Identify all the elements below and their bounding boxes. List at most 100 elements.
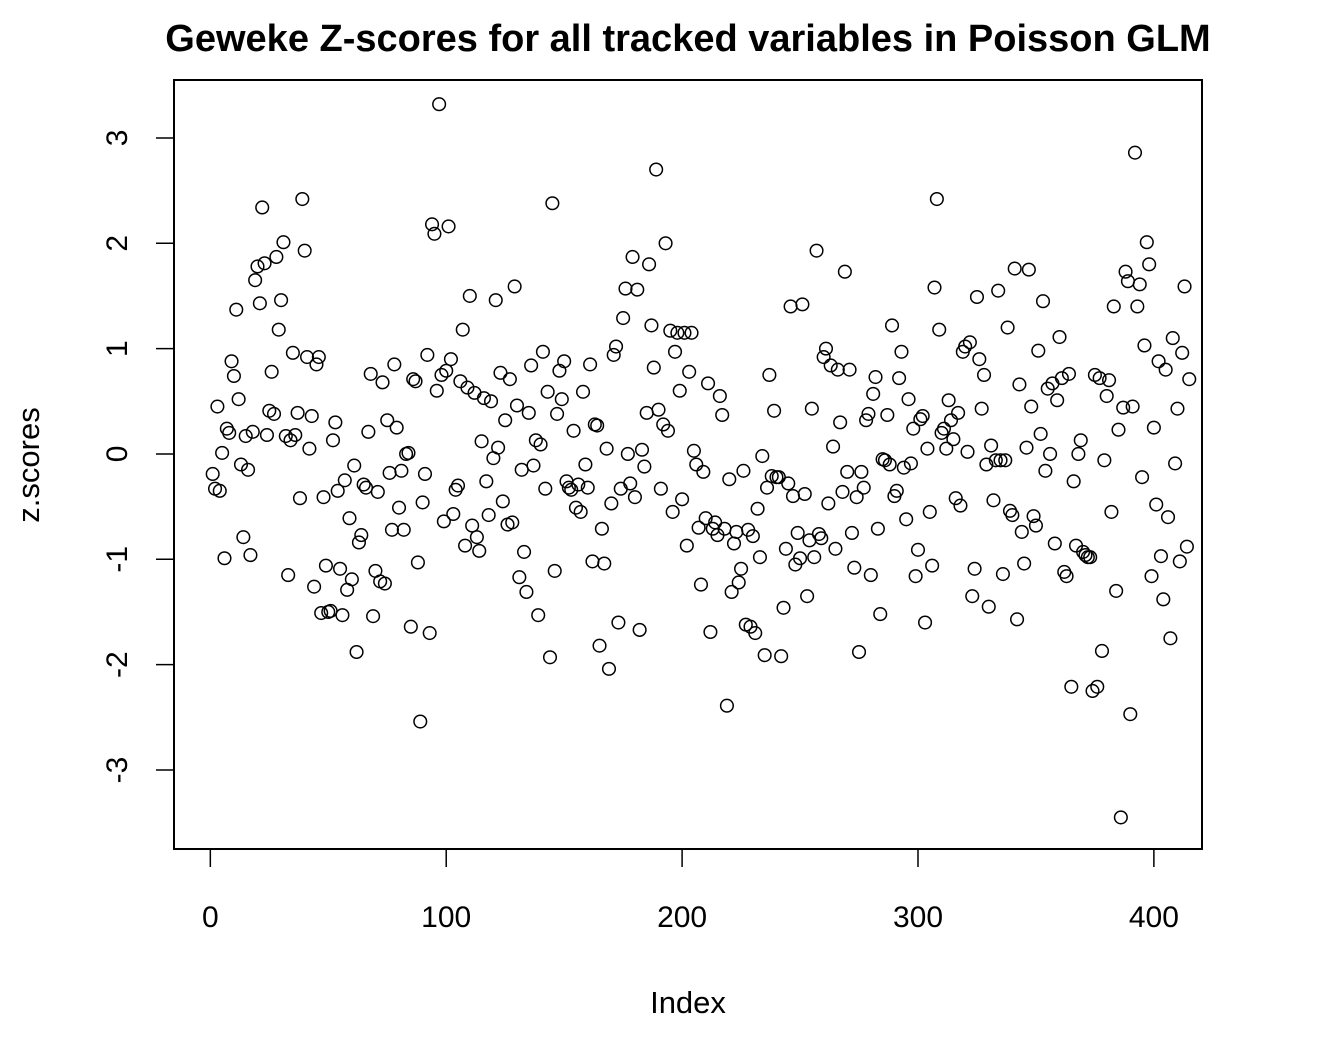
data-point xyxy=(918,615,933,630)
data-point xyxy=(936,421,951,436)
data-point xyxy=(476,391,492,406)
data-point xyxy=(903,456,918,471)
data-point xyxy=(896,460,911,475)
data-point xyxy=(545,196,560,211)
data-point xyxy=(840,464,855,479)
data-point xyxy=(215,445,230,460)
data-points xyxy=(205,97,1197,825)
data-point xyxy=(868,370,883,385)
data-point xyxy=(233,457,249,472)
data-point xyxy=(1113,810,1128,825)
data-point xyxy=(580,480,595,495)
data-point xyxy=(380,413,395,428)
data-point xyxy=(745,529,760,544)
data-point xyxy=(1031,343,1046,358)
data-point xyxy=(932,322,947,337)
data-point xyxy=(908,569,923,584)
data-point xyxy=(517,544,532,559)
data-point xyxy=(519,584,534,600)
data-point xyxy=(634,442,650,457)
data-point xyxy=(443,352,458,367)
data-point xyxy=(210,399,225,414)
data-point xyxy=(540,384,555,399)
data-point xyxy=(474,434,489,449)
data-point xyxy=(609,339,624,354)
data-point xyxy=(403,619,418,634)
data-point xyxy=(288,427,303,443)
data-point xyxy=(821,496,836,511)
data-point xyxy=(632,622,647,637)
data-point xyxy=(922,504,937,519)
data-point xyxy=(528,433,543,448)
data-point xyxy=(205,466,220,482)
data-point xyxy=(575,384,591,399)
data-point xyxy=(748,625,763,641)
data-point xyxy=(613,481,628,496)
data-point xyxy=(958,339,973,354)
data-point xyxy=(642,257,657,272)
data-point xyxy=(316,490,331,505)
data-point xyxy=(571,477,586,492)
data-point xyxy=(479,474,494,489)
data-point xyxy=(660,423,675,438)
data-point xyxy=(972,352,987,367)
data-point xyxy=(665,504,680,519)
data-point xyxy=(1064,679,1079,694)
data-point xyxy=(252,296,267,311)
data-point xyxy=(502,372,517,387)
data-point xyxy=(436,514,451,529)
data-point xyxy=(387,357,402,372)
data-point xyxy=(512,570,527,585)
data-point xyxy=(1094,643,1110,659)
data-point xyxy=(514,462,529,477)
x-axis-label: Index xyxy=(650,985,726,1020)
data-point xyxy=(1142,257,1157,272)
data-point xyxy=(1061,366,1077,381)
data-point xyxy=(1005,508,1020,523)
data-point xyxy=(236,530,251,545)
data-point xyxy=(969,289,985,305)
data-point xyxy=(976,367,992,383)
data-point xyxy=(998,453,1013,468)
data-point xyxy=(726,536,742,551)
data-point xyxy=(585,554,600,569)
data-point xyxy=(292,491,308,506)
data-point xyxy=(630,282,645,297)
data-point xyxy=(995,567,1010,582)
data-point xyxy=(804,401,819,416)
data-point xyxy=(391,500,407,515)
data-point xyxy=(960,444,975,459)
data-point xyxy=(396,522,411,537)
data-point xyxy=(910,542,926,557)
data-point xyxy=(465,518,480,533)
data-point xyxy=(420,347,435,362)
data-point xyxy=(606,347,621,362)
data-point xyxy=(521,405,536,420)
data-point xyxy=(658,236,673,251)
data-point xyxy=(1083,550,1098,565)
data-point xyxy=(255,200,270,215)
data-point xyxy=(1045,376,1060,391)
data-point xyxy=(1052,329,1067,345)
data-point xyxy=(854,464,869,479)
data-point xyxy=(800,589,815,604)
data-point xyxy=(1137,338,1152,353)
data-point xyxy=(915,408,930,424)
data-point xyxy=(259,427,274,443)
data-point xyxy=(670,325,685,340)
data-point xyxy=(792,551,808,566)
data-point xyxy=(1132,277,1147,292)
data-point xyxy=(672,383,687,398)
data-point xyxy=(974,401,989,416)
y-tick-label: -2 xyxy=(101,651,134,678)
data-point xyxy=(951,405,966,420)
data-point xyxy=(984,438,999,453)
data-point xyxy=(1000,320,1015,335)
data-point xyxy=(583,357,598,372)
data-point xyxy=(611,615,626,630)
data-point xyxy=(276,235,291,250)
data-point xyxy=(1014,524,1029,539)
data-point xyxy=(441,219,456,234)
data-point xyxy=(297,243,312,258)
data-point xyxy=(394,463,409,478)
